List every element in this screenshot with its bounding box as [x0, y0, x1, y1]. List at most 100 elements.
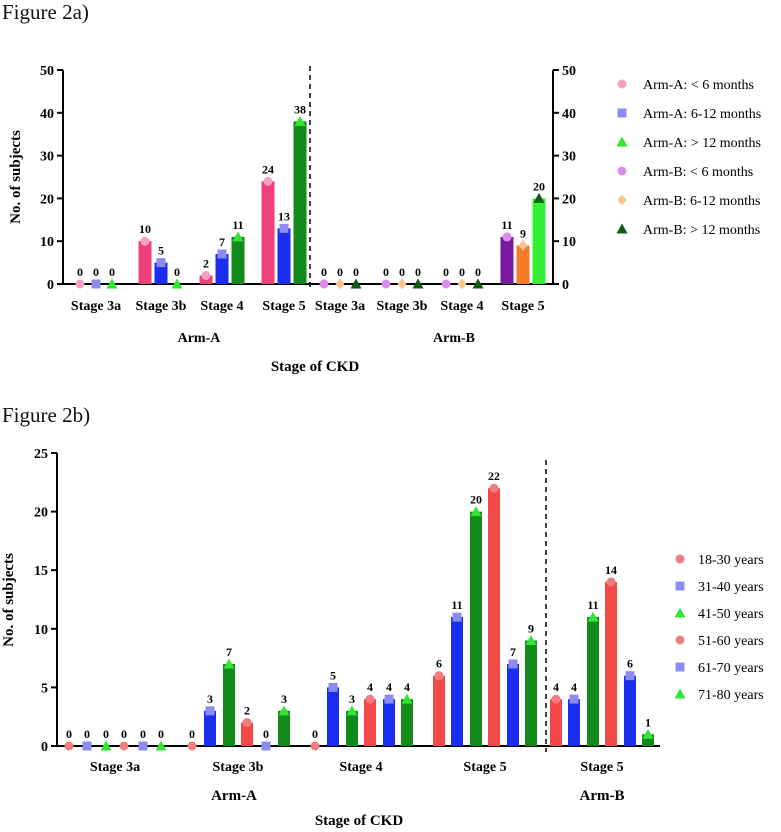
bar [532, 198, 546, 284]
y-tick-label-left: 0 [47, 278, 54, 293]
bar [525, 640, 537, 746]
data-label: 7 [510, 645, 516, 659]
bar [346, 710, 358, 746]
data-label: 0 [415, 265, 421, 279]
group-label-arm-a: Arm-A [178, 331, 222, 346]
legend-label: Arm-B: > 12 months [643, 223, 760, 238]
y-tick-label: 15 [34, 564, 48, 579]
bar [204, 710, 216, 746]
bar-marker [328, 682, 338, 692]
data-label: 0 [84, 727, 90, 741]
data-label: 5 [330, 668, 336, 682]
bar [231, 236, 245, 284]
group-label-arm-a: Arm-A [211, 788, 257, 804]
legend-label: 18-30 years [698, 553, 764, 568]
y-tick-label: 10 [34, 623, 48, 638]
x-tick-label: Stage 3b [377, 299, 428, 314]
data-label: 0 [121, 727, 127, 741]
bar-marker [642, 728, 654, 739]
bar [605, 581, 617, 746]
x-tick-label: Stage 5 [580, 760, 623, 775]
bar-marker [205, 706, 215, 716]
bar [642, 734, 654, 746]
data-label: 0 [77, 265, 83, 279]
bar-marker [350, 278, 362, 289]
bar-marker [441, 279, 451, 289]
bar [383, 699, 395, 746]
bar-marker [384, 694, 394, 704]
bar-marker [91, 279, 101, 289]
bar [278, 710, 290, 746]
legend-marker [617, 108, 627, 118]
bar-marker [365, 694, 375, 704]
legend-marker [616, 223, 628, 234]
bar [154, 262, 168, 284]
data-label: 0 [321, 265, 327, 279]
x-tick-label: Stage 4 [200, 299, 243, 314]
bar-marker [106, 278, 118, 289]
bar-marker [138, 741, 148, 751]
bar-marker [119, 741, 129, 751]
data-label: 5 [158, 244, 164, 258]
data-label: 0 [312, 727, 318, 741]
data-label: 1 [645, 715, 651, 729]
data-label: 2 [203, 256, 209, 270]
x-tick-label: Stage 3a [71, 299, 121, 314]
data-label: 0 [158, 727, 164, 741]
y-tick-label-left: 30 [40, 150, 54, 165]
bar-marker [261, 741, 271, 751]
bar-marker [533, 192, 545, 203]
bar-marker [64, 741, 74, 751]
legend-label: 31-40 years [698, 580, 764, 595]
data-label: 2 [244, 704, 250, 718]
legend-label: Arm-B: 6-12 months [643, 194, 760, 209]
data-label: 0 [383, 265, 389, 279]
bar [277, 228, 291, 284]
figure-2b-label: Figure 2b) [2, 403, 91, 427]
bar-marker [525, 635, 537, 646]
x-tick-label: Stage 4 [339, 760, 382, 775]
bar-marker [82, 741, 92, 751]
y-axis-title: No. of subjects [8, 130, 24, 224]
bar-marker [472, 278, 484, 289]
y-tick-label-right: 50 [562, 64, 576, 79]
data-label: 11 [232, 218, 243, 232]
data-label: 4 [571, 680, 577, 694]
bar [488, 488, 500, 746]
bar [241, 722, 253, 746]
bar-marker [551, 694, 561, 704]
bar-marker [201, 270, 211, 280]
x-tick-label: Stage 5 [463, 760, 506, 775]
y-tick-label: 20 [34, 506, 48, 521]
y-tick-label: 25 [34, 447, 48, 462]
bar-marker [278, 705, 290, 716]
bar-marker [232, 231, 244, 242]
x-tick-label: Stage 5 [501, 299, 544, 314]
bar-marker [625, 671, 635, 681]
legend-marker [675, 581, 685, 591]
group-label-arm-b: Arm-B [433, 331, 475, 346]
bar [507, 663, 519, 746]
bar [550, 699, 562, 746]
x-tick-label: Stage 3b [136, 299, 187, 314]
bar-marker [346, 705, 358, 716]
bar [500, 236, 514, 284]
data-label: 6 [436, 657, 442, 671]
legend-marker [617, 194, 627, 206]
data-label: 3 [349, 692, 355, 706]
data-label: 38 [294, 102, 306, 116]
x-tick-label: Stage 3a [315, 299, 365, 314]
bar-marker [294, 115, 306, 126]
bar-marker [401, 693, 413, 704]
bar-marker [335, 278, 345, 290]
bar-marker [569, 694, 579, 704]
bar-marker [508, 659, 518, 669]
data-label: 3 [281, 692, 287, 706]
legend-marker [674, 607, 686, 618]
y-tick-label: 0 [41, 740, 48, 755]
bar-marker [587, 611, 599, 622]
legend-marker [675, 554, 685, 564]
data-label: 0 [459, 265, 465, 279]
